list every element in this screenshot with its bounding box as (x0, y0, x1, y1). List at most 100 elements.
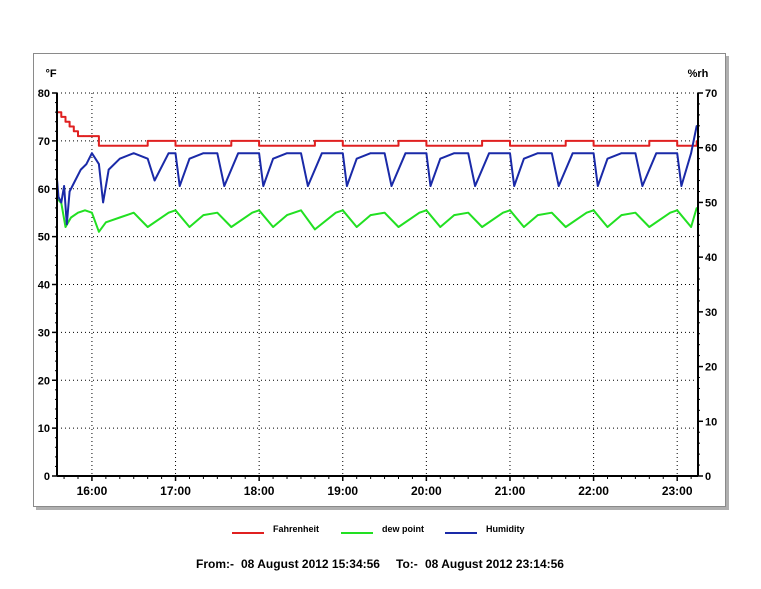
data-point-humidity (300, 152, 302, 154)
data-point-dew-point (314, 228, 316, 231)
data-point-dew-point (523, 226, 525, 228)
right-tick-label: 0 (705, 471, 711, 483)
data-point-dew-point (585, 211, 588, 214)
data-point-dew-point (383, 211, 386, 214)
data-point-humidity (383, 152, 386, 154)
data-point-humidity (342, 152, 344, 154)
footer-to-value: 08 August 2012 23:14:56 (425, 557, 564, 571)
data-point-humidity (66, 223, 68, 226)
x-tick-label: 22:00 (578, 484, 609, 498)
data-point-humidity (513, 185, 515, 187)
data-point-dew-point (84, 209, 86, 212)
data-point-fahrenheit (77, 135, 79, 137)
data-point-humidity (98, 163, 100, 165)
data-point-humidity (223, 185, 226, 187)
data-point-humidity (488, 152, 490, 154)
data-point-fahrenheit (690, 144, 692, 147)
data-point-dew-point (251, 211, 253, 214)
data-point-humidity (425, 152, 428, 154)
data-point-dew-point (216, 211, 219, 214)
x-tick-label: 19:00 (327, 484, 358, 498)
data-point-dew-point (286, 214, 288, 216)
data-point-humidity (620, 152, 623, 154)
data-point-humidity (307, 185, 309, 187)
data-point-dew-point (453, 214, 456, 216)
data-point-dew-point (418, 211, 421, 214)
data-point-dew-point (146, 226, 149, 228)
data-point-dew-point (439, 226, 442, 228)
right-tick-label: 30 (705, 307, 717, 319)
legend-swatch-humidity (445, 532, 477, 534)
data-point-fahrenheit (98, 144, 100, 147)
data-point-humidity (272, 157, 274, 160)
data-point-humidity (178, 185, 181, 187)
data-point-humidity (655, 152, 658, 154)
data-point-humidity (676, 152, 678, 154)
data-point-fahrenheit (314, 140, 316, 142)
data-point-humidity (60, 201, 63, 204)
data-point-humidity (390, 185, 393, 187)
data-point-fahrenheit (73, 130, 75, 133)
legend-label-dew-point: dew point (382, 524, 424, 534)
data-point-fahrenheit (425, 144, 428, 147)
data-point-fahrenheit (592, 144, 595, 147)
data-point-fahrenheit (82, 135, 85, 137)
data-point-dew-point (397, 226, 400, 228)
data-point-humidity (107, 168, 110, 171)
data-point-humidity (258, 152, 260, 154)
footer-from-label: From:- (196, 557, 234, 571)
legend-label-humidity: Humidity (486, 524, 525, 534)
data-point-humidity (146, 157, 149, 160)
data-point-humidity (262, 185, 265, 187)
data-point-dew-point (105, 221, 107, 224)
series-line-humidity (56, 125, 698, 226)
data-point-fahrenheit (230, 140, 233, 142)
data-point-humidity (537, 152, 539, 154)
data-point-fahrenheit (60, 116, 63, 118)
x-tick-label: 16:00 (77, 484, 108, 498)
x-tick-label: 18:00 (244, 484, 275, 498)
x-tick-label: 17:00 (160, 484, 191, 498)
data-point-humidity (286, 152, 288, 154)
data-point-humidity (404, 152, 407, 154)
right-tick-label: 50 (705, 197, 717, 209)
data-point-humidity (634, 152, 637, 154)
data-point-dew-point (355, 226, 358, 228)
data-point-humidity (369, 152, 372, 154)
x-tick-label: 23:00 (662, 484, 693, 498)
data-point-humidity (153, 179, 156, 182)
chart-grid (57, 92, 698, 476)
data-point-humidity (167, 152, 170, 154)
series-line-dew-point (56, 197, 698, 233)
data-point-dew-point (467, 211, 470, 214)
data-point-humidity (690, 152, 692, 154)
data-point-dew-point (91, 211, 93, 214)
data-point-fahrenheit (481, 140, 483, 142)
data-point-dew-point (669, 211, 671, 214)
legend-swatch-fahrenheit (232, 532, 264, 534)
right-axis-unit: %rh (688, 68, 709, 80)
data-point-humidity (509, 152, 511, 154)
left-axis-unit: °F (45, 68, 56, 80)
data-point-dew-point (690, 226, 692, 228)
plot-area (56, 111, 698, 233)
data-point-dew-point (551, 211, 553, 214)
data-point-humidity (557, 185, 560, 187)
data-point-humidity (429, 185, 432, 187)
data-point-dew-point (335, 211, 337, 214)
data-point-humidity (85, 163, 88, 165)
data-point-humidity (102, 201, 104, 204)
data-point-humidity (68, 190, 71, 193)
data-point-dew-point (70, 216, 72, 219)
data-point-humidity (63, 185, 65, 187)
data-point-fahrenheit (202, 144, 205, 147)
left-tick-label: 10 (38, 423, 50, 435)
data-point-dew-point (202, 214, 205, 216)
data-point-humidity (174, 152, 177, 154)
data-point-dew-point (537, 214, 539, 216)
left-tick-label: 80 (38, 88, 50, 100)
data-point-humidity (523, 157, 525, 160)
data-point-fahrenheit (258, 144, 260, 147)
data-point-dew-point (481, 226, 483, 228)
data-point-fahrenheit (119, 144, 121, 147)
